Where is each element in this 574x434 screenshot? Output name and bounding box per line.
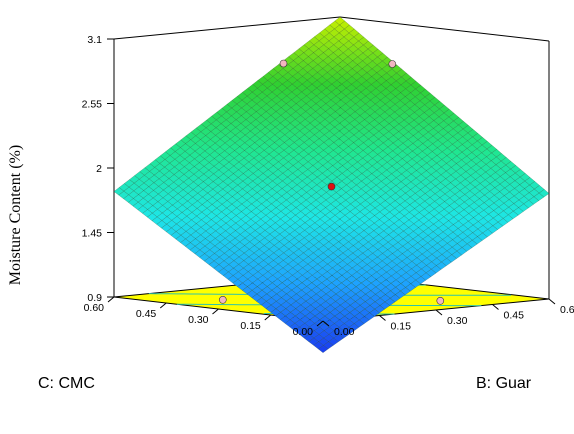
y-tick-mark	[322, 320, 330, 327]
design-point	[279, 59, 288, 68]
design-point	[436, 296, 445, 305]
z-tick-label: 3.1	[87, 34, 102, 46]
design-points	[219, 59, 445, 305]
x-tick-label: 0.60	[84, 302, 105, 314]
z-tick-label: 2	[96, 163, 102, 175]
y-tick-mark	[492, 304, 499, 310]
response-surface	[113, 16, 550, 353]
z-axis-title: Moisture Content (%)	[7, 145, 24, 285]
design-point	[219, 295, 227, 304]
x-tick-mark	[264, 314, 272, 321]
x-tick-label: 0.00	[293, 326, 314, 338]
y-axis-title: B: Guar	[476, 375, 532, 392]
x-axis-title: C: CMC	[38, 375, 95, 392]
y-tick-mark	[435, 309, 443, 316]
tick-labels: 0.9 1.45 2 2.55 3.1 0.00 0.15 0.30 0.45 0.60 0.00 0…	[82, 34, 574, 338]
z-tick-label: 0.9	[87, 292, 102, 304]
frame-edge	[339, 16, 550, 42]
z-tick-label: 1.45	[82, 228, 103, 240]
design-point	[388, 60, 397, 68]
x-tick-mark	[316, 320, 324, 327]
x-tick-mark	[107, 296, 115, 303]
x-tick-mark	[212, 308, 219, 315]
y-tick-label: 0.60	[560, 304, 574, 316]
design-point	[327, 182, 336, 191]
y-tick-label: 0.00	[334, 326, 355, 338]
x-tick-label: 0.30	[188, 314, 209, 326]
y-tick-label: 0.15	[391, 321, 412, 333]
y-tick-mark	[548, 298, 556, 305]
z-tick-label: 2.55	[82, 99, 103, 111]
frame-edge	[113, 16, 341, 40]
x-tick-mark	[159, 302, 167, 309]
y-tick-mark	[379, 315, 386, 321]
surface-cell	[318, 345, 329, 353]
x-tick-label: 0.15	[240, 320, 261, 332]
x-tick-label: 0.45	[136, 308, 157, 320]
y-tick-label: 0.30	[447, 315, 468, 327]
y-tick-label: 0.45	[504, 310, 525, 322]
